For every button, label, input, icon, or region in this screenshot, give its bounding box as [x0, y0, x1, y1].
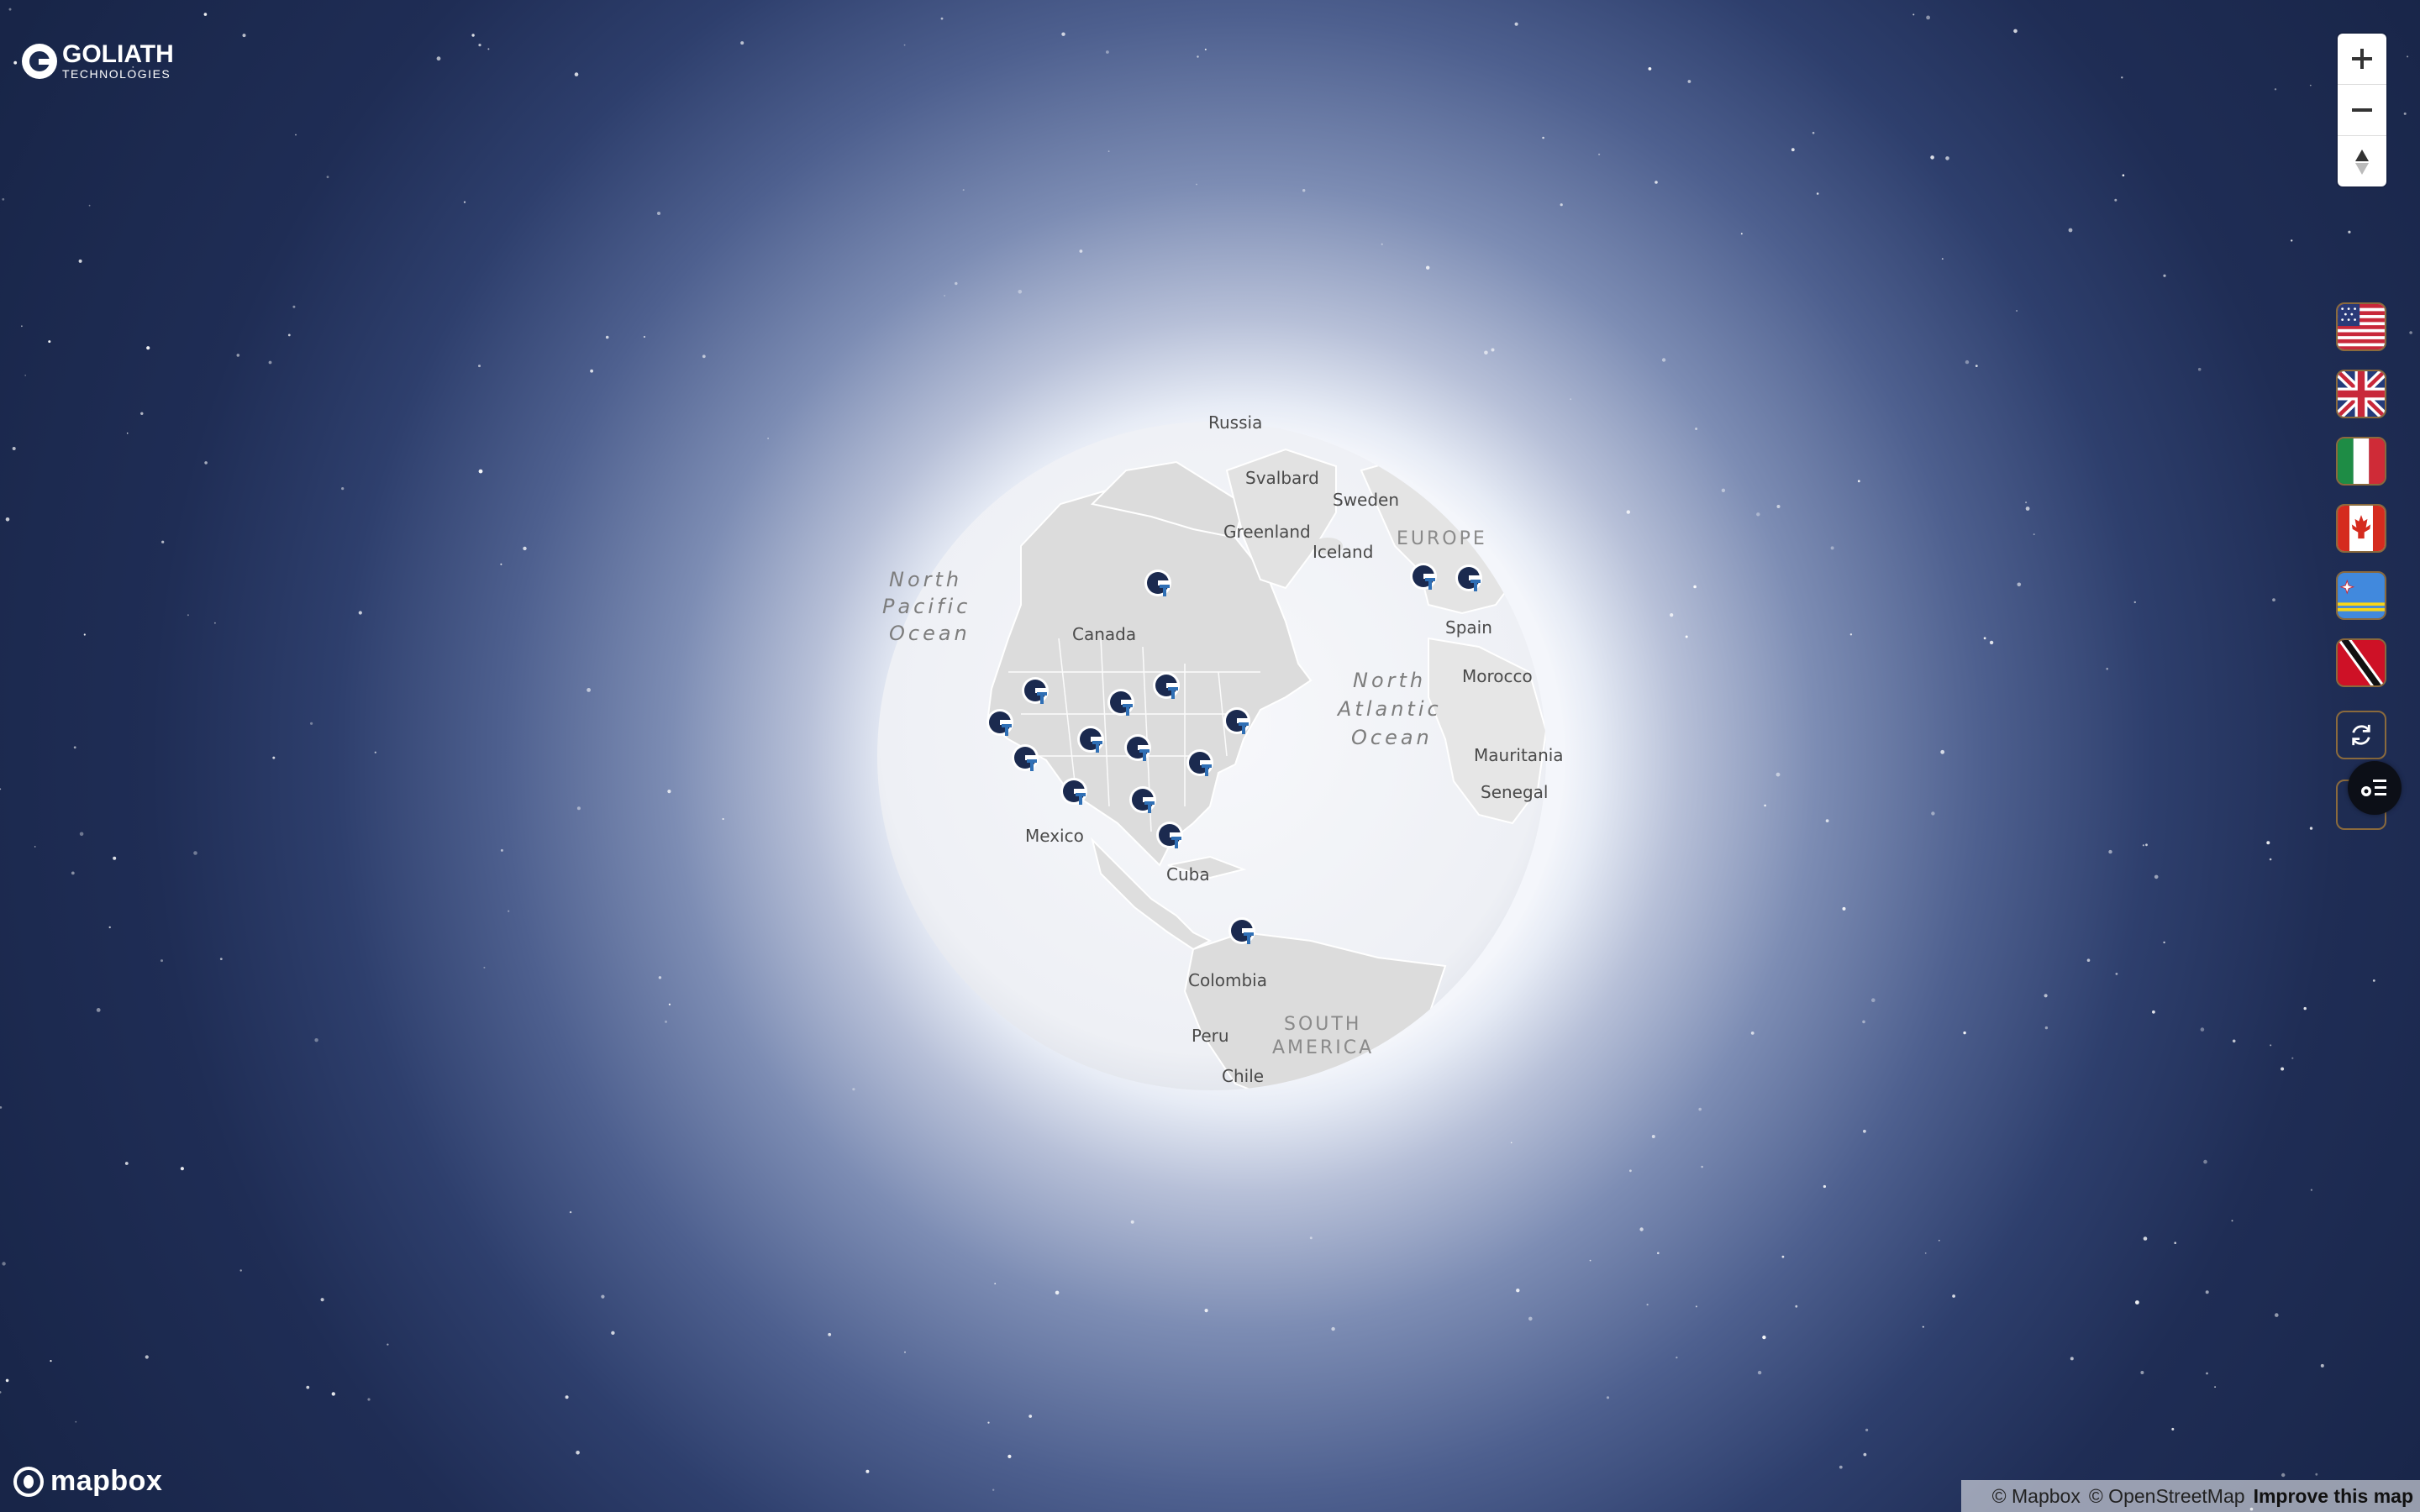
location-marker[interactable]: [1144, 570, 1171, 596]
location-marker[interactable]: [1012, 744, 1039, 771]
list-settings-icon: [2361, 780, 2386, 796]
attribution-osm-link[interactable]: © OpenStreetMap: [2088, 1484, 2245, 1507]
location-markers[interactable]: [986, 563, 1482, 944]
label-europe: EUROPE: [1397, 528, 1487, 549]
refresh-button[interactable]: [2336, 711, 2386, 759]
label-chile: Chile: [1222, 1066, 1264, 1086]
label-spain: Spain: [1445, 617, 1492, 638]
navigation-control: [2338, 34, 2386, 186]
flag-button-united-states[interactable]: [2336, 302, 2386, 351]
label-svalbard: Svalbard: [1245, 468, 1319, 488]
location-marker[interactable]: [1124, 734, 1151, 761]
central-america-land: [1091, 837, 1213, 951]
mapbox-icon: [13, 1466, 44, 1497]
aruba-flag-icon: [2338, 573, 2385, 618]
map-attribution: © Mapbox © OpenStreetMap Improve this ma…: [1961, 1480, 2420, 1512]
compass-icon: [2355, 150, 2369, 161]
location-marker[interactable]: [1410, 563, 1437, 590]
location-marker[interactable]: [1022, 677, 1049, 704]
label-north-pacific-1: North: [889, 568, 962, 591]
label-north-pacific-3: Ocean: [889, 622, 971, 645]
greenland-land: [1225, 448, 1337, 590]
cuba-land: [1167, 855, 1247, 879]
label-south-america-1: SOUTH: [1284, 1014, 1361, 1035]
map-labels: Russia Svalbard Sweden Greenland Iceland…: [882, 412, 1564, 1086]
label-mauritania: Mauritania: [1474, 745, 1564, 765]
label-north-atlantic-3: Ocean: [1351, 726, 1433, 749]
location-marker[interactable]: [1060, 778, 1087, 805]
goliath-logo: GOLIATH TECHNOLOGIES: [22, 42, 174, 80]
label-sweden: Sweden: [1333, 490, 1399, 510]
location-marker[interactable]: [1455, 564, 1482, 591]
refresh-icon: [2352, 724, 2370, 746]
location-marker[interactable]: [1153, 672, 1180, 699]
flag-button-aruba[interactable]: [2336, 571, 2386, 620]
mapbox-logo[interactable]: mapbox: [13, 1465, 162, 1498]
attribution-mapbox-link[interactable]: © Mapbox: [1991, 1484, 2081, 1507]
label-canada: Canada: [1072, 624, 1136, 644]
flag-button-italy[interactable]: [2336, 437, 2386, 486]
legend-toggle-button[interactable]: [2348, 761, 2402, 815]
label-north-atlantic-2: Atlantic: [1336, 697, 1442, 721]
reset-bearing-button[interactable]: [2338, 136, 2386, 186]
uk-flag-icon: [2338, 371, 2385, 417]
location-marker[interactable]: [1129, 786, 1156, 813]
location-marker[interactable]: [986, 709, 1013, 736]
label-russia: Russia: [1208, 412, 1262, 433]
logo-tagline: TECHNOLOGIES: [62, 67, 171, 81]
label-mexico: Mexico: [1025, 826, 1084, 846]
goliath-logo-icon: [22, 43, 57, 79]
us-flag-icon: [2338, 304, 2385, 349]
plus-icon-vertical: [2360, 49, 2364, 69]
tt-flag-icon: [2338, 640, 2385, 685]
zoom-in-button[interactable]: [2338, 34, 2386, 85]
minus-icon: [2352, 108, 2372, 112]
mapbox-wordmark: mapbox: [50, 1465, 163, 1497]
label-colombia: Colombia: [1188, 970, 1267, 990]
label-greenland: Greenland: [1223, 522, 1311, 542]
location-marker[interactable]: [1077, 726, 1104, 753]
flag-button-canada[interactable]: [2336, 504, 2386, 553]
label-cuba: Cuba: [1166, 864, 1210, 885]
location-marker[interactable]: [1107, 689, 1134, 716]
location-marker[interactable]: [1223, 707, 1250, 734]
canada-flag-icon: [2338, 506, 2385, 551]
label-senegal: Senegal: [1481, 782, 1549, 802]
iceland-land: [1313, 538, 1343, 554]
location-marker[interactable]: [1228, 917, 1255, 944]
label-morocco: Morocco: [1462, 666, 1533, 686]
italy-flag-icon: [2338, 438, 2385, 484]
label-north-pacific-2: Pacific: [882, 595, 971, 618]
label-peru: Peru: [1192, 1026, 1229, 1046]
zoom-out-button[interactable]: [2338, 85, 2386, 136]
label-north-atlantic-1: North: [1353, 669, 1426, 692]
logo-name: GOLIATH: [62, 40, 174, 68]
improve-map-link[interactable]: Improve this map: [2253, 1484, 2413, 1507]
flag-button-united-kingdom[interactable]: [2336, 370, 2386, 418]
label-south-america-2: AMERICA: [1272, 1037, 1374, 1058]
compass-icon-south: [2355, 163, 2369, 175]
flag-button-trinidad-and-tobago[interactable]: [2336, 638, 2386, 687]
africa-land: [1428, 637, 1546, 825]
label-iceland: Iceland: [1313, 542, 1373, 562]
location-marker[interactable]: [1156, 822, 1183, 848]
location-marker[interactable]: [1186, 749, 1213, 776]
